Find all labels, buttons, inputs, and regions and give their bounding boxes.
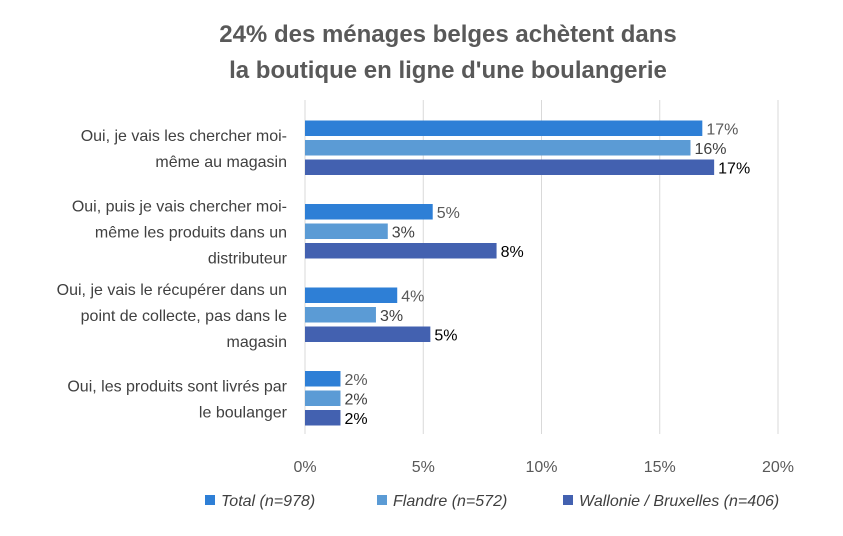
data-label: 3% <box>380 308 403 325</box>
bar <box>305 120 703 136</box>
data-label: 3% <box>392 224 415 241</box>
legend-swatch <box>563 495 573 505</box>
legend-label: Flandre (n=572) <box>393 493 507 510</box>
bar <box>305 326 431 342</box>
data-label: 8% <box>501 244 524 261</box>
data-label: 2% <box>344 391 367 408</box>
category-label: distributeur <box>208 250 288 267</box>
legend-swatch <box>205 495 215 505</box>
x-tick-label: 15% <box>644 459 676 476</box>
legend-label: Total (n=978) <box>221 493 315 510</box>
data-label: 5% <box>434 327 457 344</box>
bar <box>305 159 715 175</box>
bar <box>305 371 341 387</box>
category-label: magasin <box>227 334 287 351</box>
data-label: 2% <box>344 411 367 428</box>
category-label: Oui, les produits sont livrés par <box>67 378 287 395</box>
legend-swatch <box>377 495 387 505</box>
legend-item: Total (n=978) <box>205 493 315 510</box>
legend: Total (n=978) Flandre (n=572) Wallonie / B… <box>205 493 779 510</box>
bar <box>305 223 388 239</box>
legend-label: Wallonie / Bruxelles (n=406) <box>579 493 779 510</box>
data-label: 17% <box>706 121 738 138</box>
category-label: le boulanger <box>199 404 288 421</box>
legend-item: Wallonie / Bruxelles (n=406) <box>563 493 779 510</box>
category-label: Oui, puis je vais chercher moi- <box>72 198 287 215</box>
category-label: Oui, je vais le récupérer dans un <box>57 282 287 299</box>
x-tick-label: 5% <box>412 459 435 476</box>
x-axis-tick-labels: 0% 5% 10% 15% 20% <box>293 459 794 476</box>
category-label: point de collecte, pas dans le <box>81 308 287 325</box>
data-label: 4% <box>401 288 424 305</box>
chart-title-line: la boutique en ligne d'une boulangerie <box>229 57 667 84</box>
category-label: même au magasin <box>155 154 287 171</box>
data-label: 16% <box>694 141 726 158</box>
legend-item: Flandre (n=572) <box>377 493 507 510</box>
x-tick-label: 0% <box>293 459 316 476</box>
category-label: Oui, je vais les chercher moi- <box>81 128 287 145</box>
x-tick-label: 10% <box>525 459 557 476</box>
bar <box>305 410 341 426</box>
data-label: 17% <box>718 160 750 177</box>
bar <box>305 390 341 406</box>
chart-title: 24% des ménages belges achètent dans la b… <box>219 21 677 84</box>
bar <box>305 307 376 323</box>
bars <box>305 120 715 426</box>
bar <box>305 243 497 259</box>
category-labels: Oui, je vais les chercher moi-même au ma… <box>57 128 288 422</box>
bar <box>305 204 433 220</box>
data-label: 2% <box>344 372 367 389</box>
category-label: même les produits dans un <box>95 224 287 241</box>
x-tick-label: 20% <box>762 459 794 476</box>
bar <box>305 140 691 156</box>
bar <box>305 287 398 303</box>
data-labels: 17% 16% 17% 5% 3% 8% 4% 3% 5% 2% 2% 2% <box>344 121 750 428</box>
chart-title-line: 24% des ménages belges achètent dans <box>219 21 677 48</box>
data-label: 5% <box>437 205 460 222</box>
